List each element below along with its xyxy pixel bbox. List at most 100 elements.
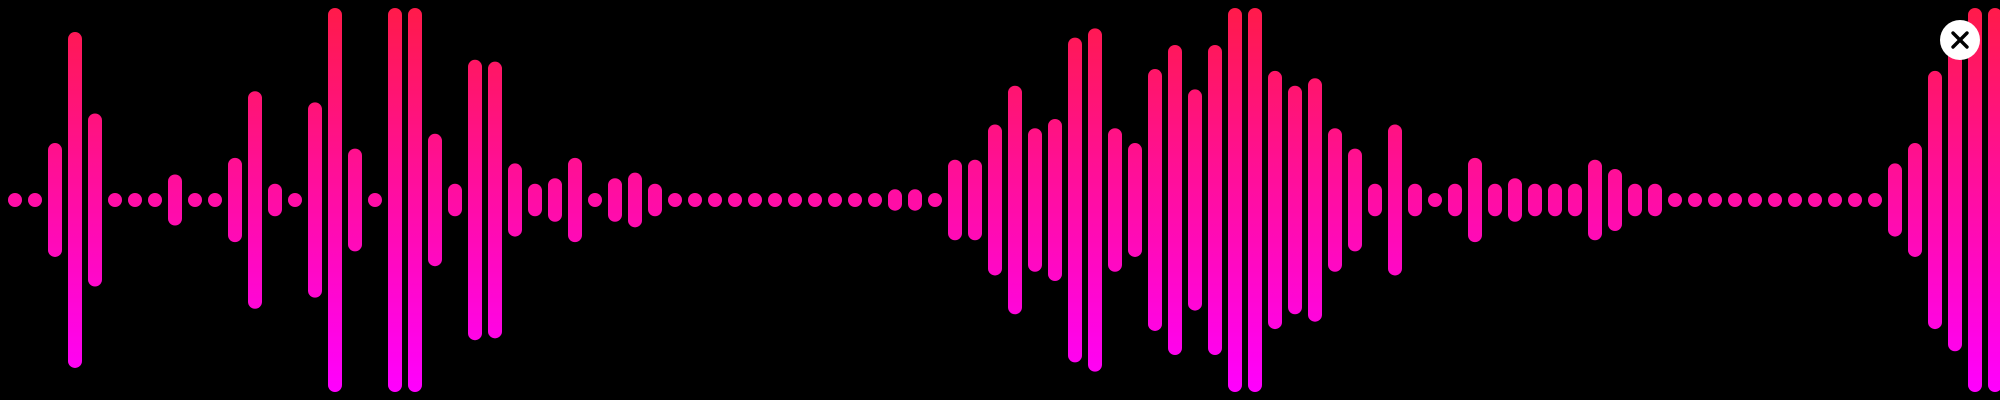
waveform-bar	[1888, 163, 1902, 237]
waveform-bar	[1268, 70, 1282, 330]
waveform-bars	[8, 8, 2000, 392]
waveform-bar	[888, 189, 902, 211]
waveform-bar	[1308, 78, 1322, 322]
waveform-bar	[148, 193, 162, 207]
waveform-bar	[528, 183, 542, 217]
waveform-bar	[1468, 157, 1482, 243]
waveform-bar	[1368, 183, 1382, 217]
waveform-bar	[1548, 183, 1562, 217]
waveform-bar	[1728, 193, 1742, 207]
waveform-bar	[1288, 85, 1302, 315]
waveform-bar	[1128, 143, 1142, 257]
waveform-bar	[128, 193, 142, 207]
waveform-bar	[1568, 183, 1582, 217]
waveform-bar	[508, 163, 522, 237]
waveform-bar	[108, 193, 122, 207]
waveform-bar	[868, 193, 882, 207]
waveform-bar	[1508, 178, 1522, 222]
waveform-bar	[1688, 193, 1702, 207]
waveform-bar	[308, 102, 322, 298]
waveform-bar	[1168, 45, 1182, 355]
waveform-bar	[628, 172, 642, 228]
waveform-bar	[568, 157, 582, 243]
waveform-bar	[468, 59, 482, 341]
waveform-bar	[1148, 69, 1162, 331]
waveform-bar	[1428, 193, 1442, 207]
waveform-bar	[1108, 128, 1122, 272]
waveform-bar	[1248, 8, 1262, 392]
waveform-bar	[1668, 193, 1682, 207]
waveform-bar	[1328, 128, 1342, 272]
waveform-bar	[1708, 193, 1722, 207]
waveform-bar	[448, 183, 462, 217]
waveform-bar	[1048, 119, 1062, 281]
waveform-bar	[988, 124, 1002, 276]
waveform-bar	[1828, 193, 1842, 207]
waveform-bar	[168, 174, 182, 226]
waveform-bar	[948, 159, 962, 241]
waveform-bar	[1408, 183, 1422, 217]
waveform-bar	[648, 183, 662, 217]
waveform-bar	[1928, 70, 1942, 330]
waveform-bar	[28, 193, 42, 207]
waveform-bar	[1528, 183, 1542, 217]
waveform-bar	[1608, 168, 1622, 232]
waveform-bar	[1088, 28, 1102, 372]
waveform-bar	[368, 193, 382, 207]
waveform-bar	[1808, 193, 1822, 207]
waveform-bar	[88, 113, 102, 287]
waveform-bar	[1768, 193, 1782, 207]
waveform-bar	[268, 183, 282, 217]
waveform-bar	[1188, 89, 1202, 311]
waveform-bar	[808, 193, 822, 207]
waveform-bar	[1988, 8, 2000, 392]
waveform-bar	[1008, 85, 1022, 315]
waveform-bar	[228, 157, 242, 243]
waveform-bar	[1648, 183, 1662, 217]
waveform-bar	[668, 193, 682, 207]
waveform-bar	[328, 8, 342, 392]
waveform-bar	[208, 193, 222, 207]
close-button[interactable]	[1940, 20, 1980, 60]
close-icon	[1951, 31, 1969, 49]
waveform-bar	[1028, 128, 1042, 272]
waveform-bar	[48, 143, 62, 257]
waveform-bar	[788, 193, 802, 207]
waveform-bar	[248, 91, 262, 309]
waveform-bar	[348, 148, 362, 252]
waveform-bar	[68, 32, 82, 368]
waveform-bar	[408, 8, 422, 392]
waveform-bar	[1968, 8, 1982, 392]
waveform-bar	[768, 193, 782, 207]
waveform-bar	[968, 159, 982, 241]
waveform-bar	[1448, 183, 1462, 217]
waveform-bar	[1588, 159, 1602, 241]
waveform-bar	[1868, 193, 1882, 207]
waveform-bar	[708, 193, 722, 207]
waveform-bar	[828, 193, 842, 207]
waveform-bar	[688, 193, 702, 207]
waveform-bar	[288, 193, 302, 207]
waveform-bar	[848, 193, 862, 207]
waveform-bar	[1748, 193, 1762, 207]
waveform-bar	[1628, 183, 1642, 217]
waveform-bar	[8, 193, 22, 207]
waveform-bar	[748, 193, 762, 207]
waveform-bar	[1228, 8, 1242, 392]
waveform-bar	[908, 189, 922, 211]
waveform-bar	[728, 193, 742, 207]
waveform-bar	[428, 133, 442, 267]
waveform-bar	[1348, 148, 1362, 252]
waveform-bar	[1208, 45, 1222, 355]
waveform-bar	[548, 178, 562, 222]
waveform-bar	[1948, 48, 1962, 352]
waveform-bar	[1908, 143, 1922, 257]
waveform-bar	[388, 8, 402, 392]
waveform-bar	[1848, 193, 1862, 207]
waveform-bar	[1488, 183, 1502, 217]
waveform-bar	[188, 193, 202, 207]
waveform-bar	[1388, 124, 1402, 276]
waveform-bar	[928, 193, 942, 207]
